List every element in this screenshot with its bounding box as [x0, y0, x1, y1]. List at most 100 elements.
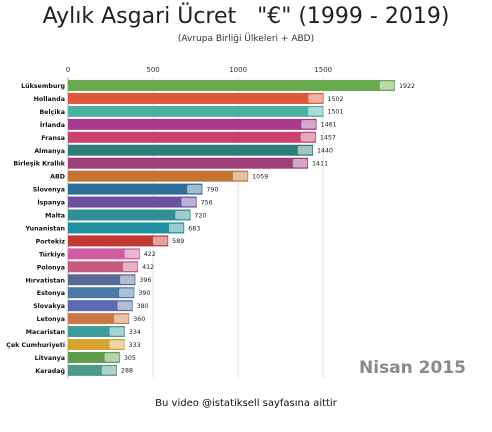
category-label: Slovenya [33, 187, 65, 194]
value-label: 756 [201, 199, 213, 206]
bar [68, 118, 317, 130]
value-label: 305 [124, 355, 136, 362]
category-label: Birleşik Krallık [13, 161, 65, 168]
bar [68, 364, 117, 376]
flag-uk-icon [292, 158, 308, 168]
value-label: 1457 [320, 135, 336, 142]
category-label: Yunanistan [25, 225, 65, 232]
flag-usa-icon [232, 171, 248, 181]
value-label: 1922 [399, 83, 415, 90]
value-label: 422 [144, 251, 156, 258]
bar [68, 351, 120, 363]
value-label: 1440 [317, 148, 333, 155]
value-label: 334 [129, 329, 141, 336]
bar [68, 339, 125, 350]
flag-lithuania-icon [104, 353, 120, 362]
category-label: Macaristan [26, 329, 65, 336]
bar [68, 261, 139, 273]
flag-hungary-icon [109, 327, 125, 336]
category-label: Litvanya [35, 355, 65, 362]
bar [68, 248, 140, 260]
flag-latvia-icon [113, 314, 129, 323]
flag-france-icon [300, 133, 316, 142]
category-label: Estonya [37, 290, 65, 297]
bar [68, 209, 191, 221]
flag-portugal-icon [152, 236, 168, 246]
flag-ireland-icon [301, 120, 316, 129]
value-label: 589 [172, 238, 184, 245]
flag-poland-icon [122, 262, 138, 272]
category-label: Malta [45, 213, 65, 220]
category-label: Çek Cumhuriyeti [6, 342, 65, 349]
value-label: 288 [121, 368, 133, 375]
bar [68, 274, 136, 286]
value-label: 360 [133, 316, 145, 323]
bar [68, 287, 135, 299]
value-label: 1502 [328, 96, 344, 103]
flag-germany-icon [297, 146, 313, 155]
flag-estonia-icon [119, 288, 134, 297]
category-label: Slovakya [33, 303, 65, 310]
x-tick-label: 500 [146, 66, 159, 74]
value-label: 1501 [327, 109, 343, 116]
category-label: Fransa [41, 135, 65, 142]
flag-greece-icon [168, 223, 184, 233]
category-label: Almanya [34, 148, 65, 155]
period-label: Nisan 2015 [359, 358, 466, 378]
flag-croatia-icon [120, 275, 135, 284]
value-label: 790 [206, 186, 218, 193]
category-label: Portekiz [36, 238, 66, 245]
category-label: İrlanda [40, 120, 65, 129]
category-label: ABD [50, 174, 65, 181]
bar [68, 170, 249, 182]
value-label: 1059 [252, 173, 268, 180]
bar [68, 300, 133, 312]
bar [68, 183, 203, 195]
flag-netherlands-icon [308, 94, 323, 103]
value-label: 390 [138, 290, 150, 297]
footer-credit: Bu video @istatiksell sayfasına aittir [155, 398, 337, 409]
value-label: 412 [142, 264, 154, 271]
category-label: Hollanda [34, 96, 65, 103]
bar [68, 144, 313, 156]
value-label: 396 [139, 277, 151, 284]
flag-spain-icon [181, 197, 196, 207]
bar [68, 326, 125, 338]
chart-title: Aylık Asgari Ücret "€" (1999 - 2019) [42, 4, 450, 29]
category-label: Lüksemburg [21, 83, 65, 90]
category-label: Hırvatistan [25, 277, 65, 284]
value-label: 1461 [321, 122, 337, 129]
x-tick-label: 0 [66, 66, 70, 74]
category-label: Belçika [39, 109, 65, 116]
bar [68, 222, 185, 234]
flag-turkey-icon [124, 249, 140, 259]
value-label: 333 [129, 342, 141, 349]
category-label: Karadağ [35, 367, 65, 375]
bar [68, 92, 324, 104]
flag-slovenia-icon [187, 184, 202, 194]
flag-montenegro-icon [101, 366, 117, 375]
bar [68, 80, 395, 91]
flag-luxembourg-icon [379, 81, 395, 90]
flag-slovakia-icon [117, 301, 132, 310]
bar [68, 157, 309, 169]
value-label: 720 [194, 212, 206, 219]
x-tick-label: 1500 [314, 66, 332, 74]
x-tick-label: 1000 [229, 66, 247, 74]
value-label: 683 [188, 225, 200, 232]
bar [68, 235, 169, 247]
chart-subtitle: (Avrupa Birliği Ülkeleri + ABD) [177, 34, 315, 44]
category-label: Türkiye [39, 251, 65, 258]
flag-czechia-icon [109, 340, 124, 349]
bar [68, 131, 316, 143]
value-label: 380 [137, 303, 149, 310]
bar [68, 105, 324, 117]
category-label: Polonya [37, 264, 65, 271]
flag-belgium-icon [308, 107, 323, 116]
category-label: İspanya [37, 198, 65, 207]
bar [68, 313, 130, 325]
category-label: Letonya [37, 316, 65, 323]
flag-malta-icon [175, 210, 190, 220]
bar [68, 196, 197, 208]
